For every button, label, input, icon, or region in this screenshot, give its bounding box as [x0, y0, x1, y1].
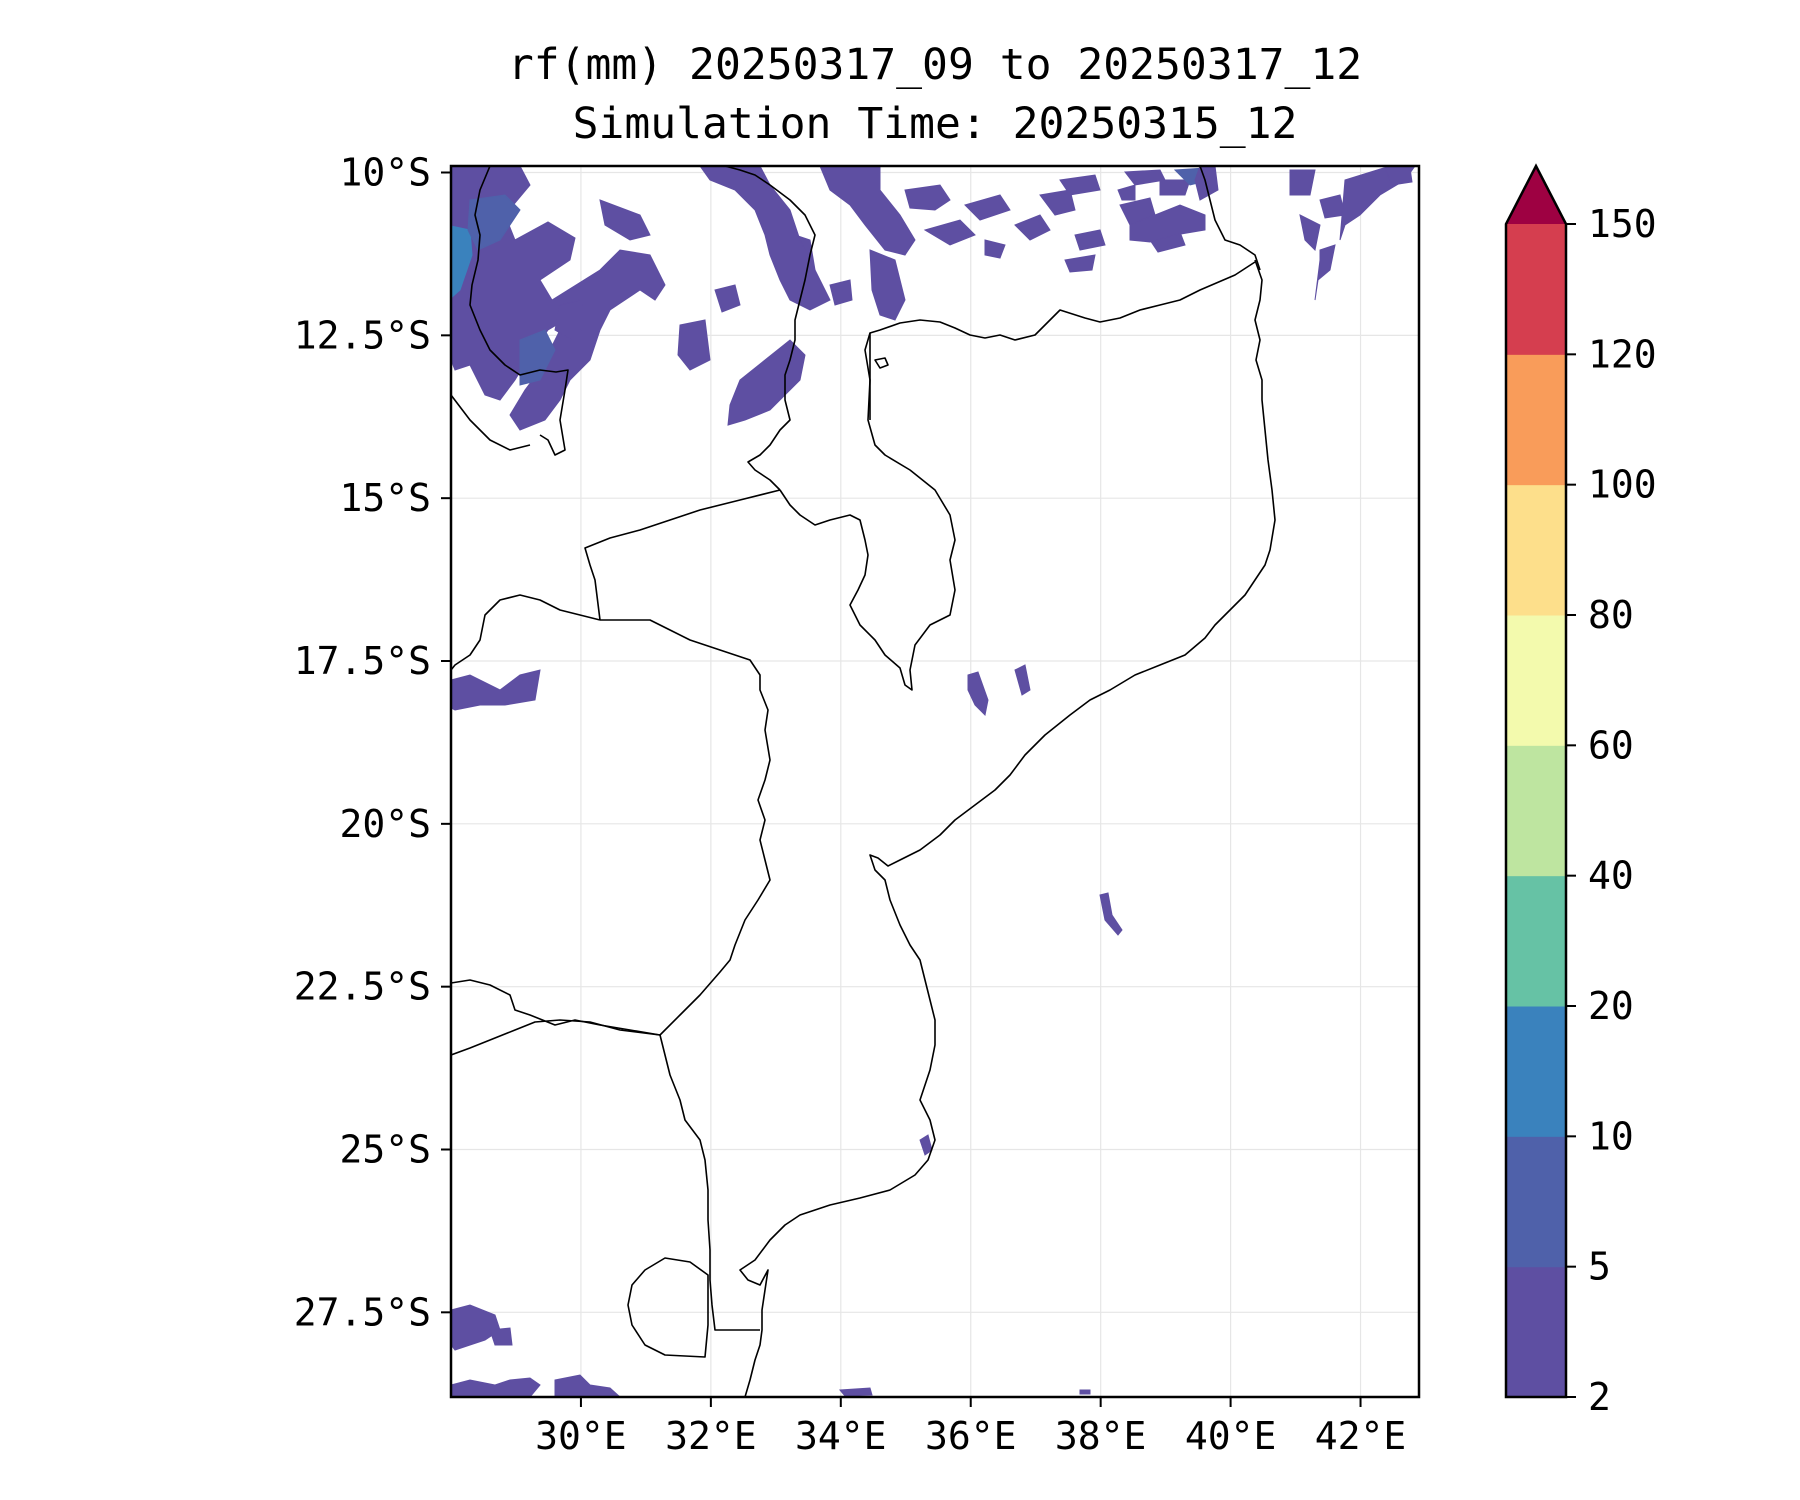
coastline-east-africa	[739, 259, 1276, 1397]
colorbar: 2 5 10 20 40 60 80 100 120 150	[1504, 163, 1657, 1419]
border-southafrica-north	[451, 1019, 661, 1056]
colorbar-segment	[1506, 484, 1566, 616]
y-tick-label: 15°S	[339, 476, 431, 520]
colorbar-segment	[1506, 354, 1566, 486]
y-tick-label: 25°S	[339, 1127, 431, 1171]
border-eswatini	[627, 1257, 709, 1358]
colorbar-segment	[1506, 615, 1566, 746]
country-borders	[451, 166, 1276, 1397]
colorbar-label: 40	[1588, 854, 1634, 898]
map-subtitle: Simulation Time: 20250315_12	[572, 99, 1298, 149]
colorbar-label: 150	[1588, 202, 1657, 246]
border-zambia-drc	[451, 394, 531, 451]
colorbar-label: 20	[1588, 984, 1634, 1028]
colorbar-outline	[1504, 163, 1568, 1399]
x-tick-label: 30°E	[535, 1414, 627, 1458]
y-tick-label: 17.5°S	[294, 639, 431, 683]
colorbar-segment	[1506, 224, 1566, 355]
border-zimbabwe-mozambique	[600, 619, 771, 1036]
colorbar-segment	[1506, 1266, 1566, 1398]
colorbar-segment	[1506, 1136, 1566, 1268]
colorbar-extend-arrow	[1506, 166, 1566, 224]
colorbar-label: 60	[1588, 723, 1634, 767]
coastline-tanzania	[1199, 166, 1261, 271]
map-title: rf(mm) 20250317_09 to 20250317_12	[507, 40, 1363, 90]
y-axis-ticks: 10°S 12.5°S 15°S 17.5°S 20°S 22.5°S 25°S 27.5°S	[294, 151, 451, 1334]
x-tick-label: 36°E	[925, 1414, 1017, 1458]
y-tick-label: 22.5°S	[294, 965, 431, 1009]
x-tick-label: 32°E	[665, 1414, 757, 1458]
y-tick-label: 27.5°S	[294, 1290, 431, 1334]
colorbar-segment	[1506, 745, 1566, 877]
border-zambia-mozambique	[584, 489, 781, 621]
x-tick-label: 40°E	[1185, 1414, 1277, 1458]
y-tick-label: 10°S	[339, 151, 431, 195]
colorbar-label: 10	[1588, 1114, 1634, 1158]
border-zimbabwe-south	[451, 979, 661, 1036]
x-tick-label: 42°E	[1315, 1414, 1407, 1458]
colorbar-label: 100	[1588, 463, 1657, 507]
colorbar-label: 2	[1588, 1375, 1611, 1419]
colorbar-segment	[1506, 875, 1566, 1007]
lake-malawi-island	[874, 357, 889, 369]
border-tanzania-zambia	[469, 166, 569, 456]
precipitation-areas	[451, 166, 1416, 1397]
map-frame	[449, 164, 1421, 1399]
y-tick-label: 20°S	[339, 802, 431, 846]
precip-scattered	[451, 664, 1123, 1397]
border-tanzania-mozambique	[869, 261, 1256, 420]
colorbar-label: 120	[1588, 332, 1657, 376]
map-axes: 30°E 32°E 34°E 36°E 38°E 40°E 42°E 10°S12.5°S1…	[294, 151, 1421, 1458]
x-axis-ticks: 30°E 32°E 34°E 36°E 38°E 40°E 42°E	[535, 1397, 1406, 1458]
gridlines	[451, 166, 1419, 1397]
x-tick-label: 38°E	[1055, 1414, 1147, 1458]
precip-north	[819, 166, 1416, 321]
colorbar-label: 80	[1588, 593, 1634, 637]
border-zambia-malawi	[724, 166, 816, 491]
colorbar-label: 5	[1588, 1245, 1611, 1289]
border-zimbabwe-north	[451, 594, 601, 671]
x-tick-label: 34°E	[795, 1414, 887, 1458]
y-tick-label: 12.5°S	[294, 313, 431, 357]
border-malawi-east	[779, 332, 956, 691]
colorbar-segment	[1506, 1006, 1566, 1137]
border-southafrica-mozambique	[659, 1034, 760, 1331]
precip-northwest	[451, 166, 853, 711]
